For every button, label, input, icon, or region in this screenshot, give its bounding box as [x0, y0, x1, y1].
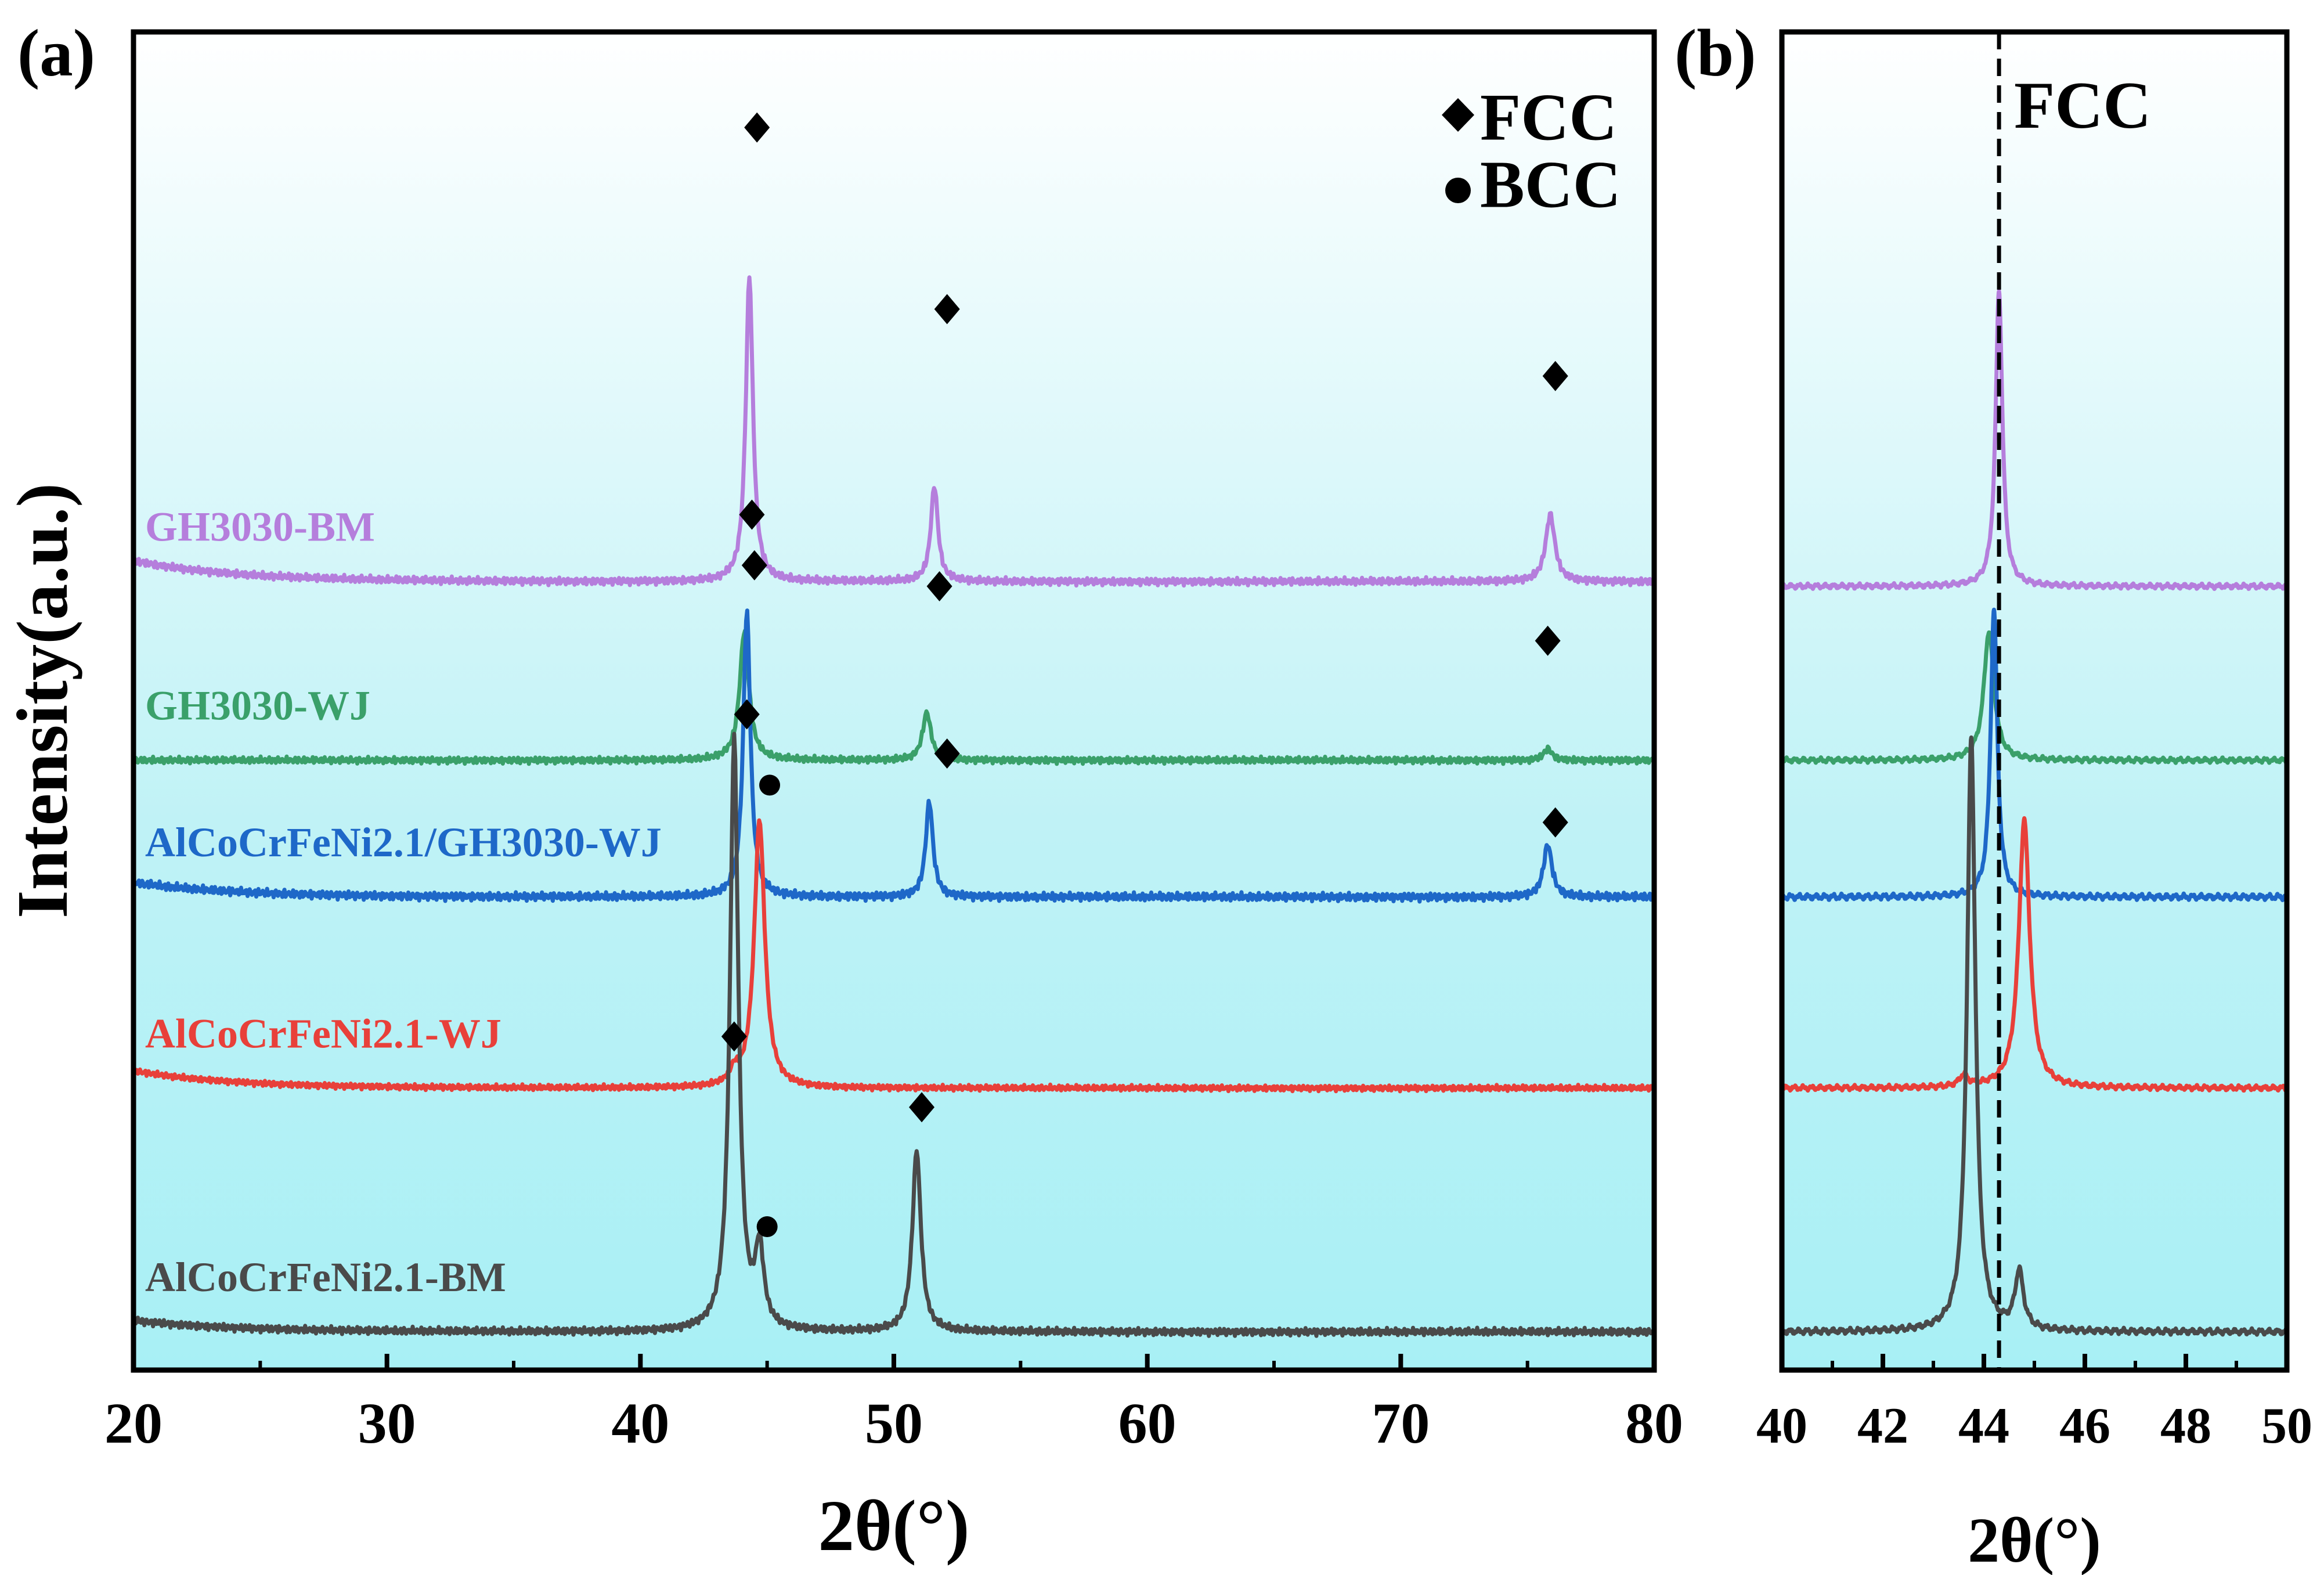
panel-a-x-tick-label: 40: [611, 1391, 669, 1455]
panel-a-plot-background: [133, 32, 1654, 1370]
panel-a-x-tick-label: 60: [1118, 1391, 1177, 1455]
panel-a-series-gh3030-bm: [132, 275, 1656, 588]
legend: FCC BCC: [1442, 81, 1621, 222]
panel-b-plot-background: [1782, 32, 2287, 1370]
series-label-gh3030-wj: GH3030-WJ: [145, 683, 370, 729]
panel-b-series-gh3030-bm: [1780, 289, 2289, 591]
panel-b-x-tick-label: 44: [1958, 1398, 2009, 1454]
fcc-peak-marker: [744, 112, 770, 143]
panel-a-x-tick-label: 20: [104, 1391, 163, 1455]
fcc-peak-marker: [1542, 361, 1568, 391]
fcc-peak-marker: [909, 1092, 935, 1123]
bcc-peak-marker: [756, 1216, 778, 1238]
panel-b: FCC 40 42 44 46 48 50 (b) 2θ(°): [1675, 16, 2312, 1575]
panel-a-x-tick-label: 30: [358, 1391, 416, 1455]
panel-b-series-alcocrfeni2-1-wj: [1780, 816, 2289, 1093]
fcc-peak-marker: [934, 738, 960, 769]
legend-bcc-circle-marker: [1445, 178, 1471, 203]
series-label-alcocrfeni2-1-gh3030-wj: AlCoCrFeNi2.1/GH3030-WJ: [145, 819, 662, 866]
bcc-peak-marker: [759, 774, 781, 796]
fcc-peak-marker: [741, 550, 767, 581]
fcc-peak-marker: [926, 571, 952, 601]
legend-fcc-label: FCC: [1480, 81, 1617, 154]
panel-a-x-tick-label: 70: [1372, 1391, 1430, 1455]
panel-a-series-alcocrfeni2-1-wj: [132, 818, 1656, 1094]
series-label-gh3030-bm: GH3030-BM: [145, 504, 375, 550]
panel-a-x-tick-label: 50: [865, 1391, 923, 1455]
panel-a-label: (a): [17, 16, 95, 90]
panel-b-label: (b): [1675, 16, 1756, 90]
legend-bcc-label: BCC: [1480, 148, 1621, 222]
panel-b-x-tick-label: 48: [2160, 1398, 2211, 1454]
panel-b-series-alcocrfeni2-1-bm: [1780, 735, 2289, 1337]
panel-a-x-axis-title: 2θ(°): [818, 1486, 970, 1566]
fcc-peak-marker: [734, 699, 760, 730]
panel-b-x-tick-label: 40: [1756, 1398, 1807, 1454]
panel-a-series-gh3030-wj: [132, 628, 1656, 766]
panel-b-x-axis-title: 2θ(°): [1968, 1505, 2101, 1575]
fcc-peak-marker: [1542, 807, 1568, 838]
series-label-alcocrfeni2-1-wj: AlCoCrFeNi2.1-WJ: [145, 1010, 501, 1057]
panel-a-series-alcocrfeni2-1-bm: [132, 731, 1656, 1338]
panel-b-x-tick-label: 46: [2059, 1398, 2110, 1454]
fcc-peak-marker: [934, 294, 960, 325]
fcc-peak-marker: [1535, 625, 1561, 656]
series-label-alcocrfeni2-1-bm: AlCoCrFeNi2.1-BM: [145, 1254, 506, 1300]
panel-b-x-tick-label: 42: [1857, 1398, 1908, 1454]
panel-a-y-axis-title: Intensity(a.u.): [3, 483, 83, 918]
panel-a-series-alcocrfeni2-1-gh3030-wj: [131, 608, 1657, 904]
panel-a-x-tick-label: 80: [1625, 1391, 1683, 1455]
fcc-peak-marker: [721, 1021, 747, 1052]
fcc-reference-label: FCC: [2014, 69, 2151, 142]
panel-b-series-alcocrfeni2-1-gh3030-wj: [1780, 607, 2289, 902]
panel-a: GH3030-BM GH3030-WJ AlCoCrFeNi2.1/GH3030-W…: [3, 16, 1683, 1566]
panel-b-series-gh3030-wj: [1780, 630, 2289, 765]
panel-b-x-tick-label: 50: [2261, 1398, 2312, 1454]
fcc-peak-marker: [739, 499, 765, 530]
legend-fcc-diamond-marker: [1442, 98, 1474, 132]
